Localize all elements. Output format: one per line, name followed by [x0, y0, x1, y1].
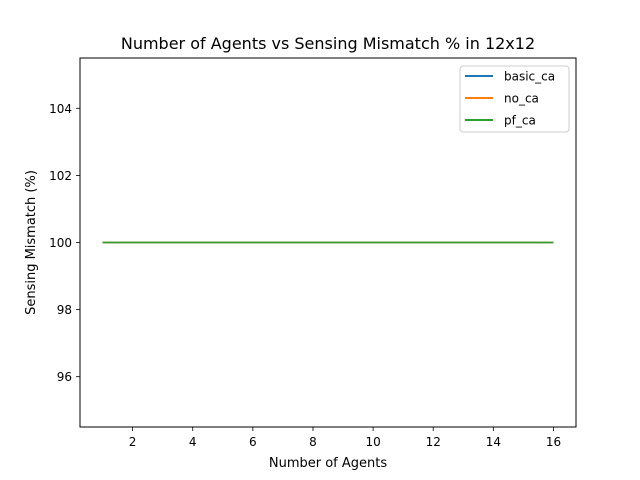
y-tick-label: 98: [57, 303, 72, 317]
legend-label-no_ca: no_ca: [504, 92, 539, 106]
x-tick-label: 16: [546, 435, 561, 449]
legend: basic_ca no_ca pf_ca: [459, 65, 570, 133]
y-tick-label: 104: [49, 102, 72, 116]
y-tick-label: 96: [57, 370, 72, 384]
y-tick-label: 100: [49, 236, 72, 250]
x-tick-label: 8: [309, 435, 317, 449]
x-tick-label: 12: [426, 435, 441, 449]
y-axis-ticks: 96 98 100 102 104: [49, 102, 80, 384]
legend-box: [459, 65, 570, 133]
y-tick-label: 102: [49, 169, 72, 183]
x-tick-label: 14: [486, 435, 501, 449]
x-axis-label: Number of Agents: [269, 456, 387, 471]
chart-title: Number of Agents vs Sensing Mismatch % i…: [121, 34, 535, 53]
legend-label-basic_ca: basic_ca: [504, 70, 555, 84]
x-tick-label: 6: [249, 435, 257, 449]
y-axis-label: Sensing Mismatch (%): [24, 170, 39, 315]
x-tick-label: 2: [129, 435, 137, 449]
x-tick-label: 4: [189, 435, 197, 449]
legend-label-pf_ca: pf_ca: [504, 114, 536, 128]
x-tick-label: 10: [365, 435, 380, 449]
x-axis-ticks: 2 4 6 8 10 12 14 16: [129, 427, 561, 449]
